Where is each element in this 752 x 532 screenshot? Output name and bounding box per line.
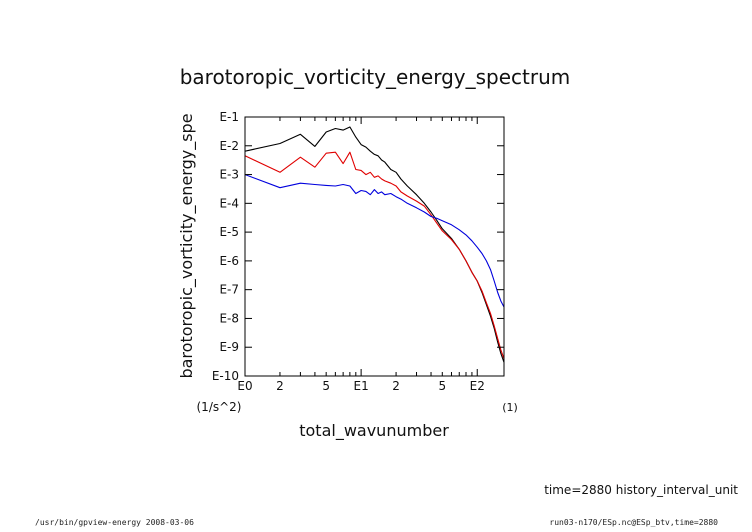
chart-title: barotoropic_vorticity_energy_spectrum (180, 65, 571, 89)
y-tick-label: E-10 (212, 369, 239, 383)
y-tick-label: E-2 (219, 139, 239, 153)
y-tick-label: E-7 (219, 283, 239, 297)
x-axis-label: total_wavunumber (299, 421, 449, 441)
x-tick-label: 2 (392, 379, 400, 393)
plot-frame (244, 116, 505, 377)
time-label: time=2880 history_interval_unit (544, 483, 738, 497)
y-tick-label: E-5 (219, 225, 239, 239)
series-line-2 (245, 151, 504, 359)
y-tick-label: E-1 (219, 110, 239, 124)
y-axis-label: barotoropic_vorticity_energy_spe (177, 113, 197, 378)
x-tick-label: 5 (438, 379, 446, 393)
footer-left: /usr/bin/gpview-energy 2008-03-06 (35, 518, 194, 527)
series-line-1 (245, 126, 504, 363)
ticks-layer (244, 116, 504, 377)
series-line-3 (245, 174, 504, 308)
y-tick-labels: E-1 E-2 E-3 E-4 E-5 E-6 E-7 E-8 E-9 E-10 (212, 110, 239, 383)
x-axis-unit: (1) (502, 401, 518, 414)
y-tick-label: E-8 (219, 311, 239, 325)
footer-right: run03-n170/ESp.nc@ESp_btv,time=2880 (549, 518, 718, 527)
y-tick-label: E-3 (219, 168, 239, 182)
series-layer (245, 126, 504, 363)
x-tick-label: E1 (354, 379, 369, 393)
x-tick-label: 5 (322, 379, 330, 393)
x-tick-label: E0 (237, 379, 252, 393)
y-tick-label: E-9 (219, 340, 239, 354)
y-tick-label: E-6 (219, 254, 239, 268)
x-tick-labels: E0 2 5 E1 2 5 E2 (237, 379, 484, 393)
x-tick-label: 2 (276, 379, 284, 393)
y-tick-label: E-4 (219, 196, 239, 210)
y-axis-unit: (1/s^2) (197, 400, 242, 414)
x-tick-label: E2 (470, 379, 485, 393)
